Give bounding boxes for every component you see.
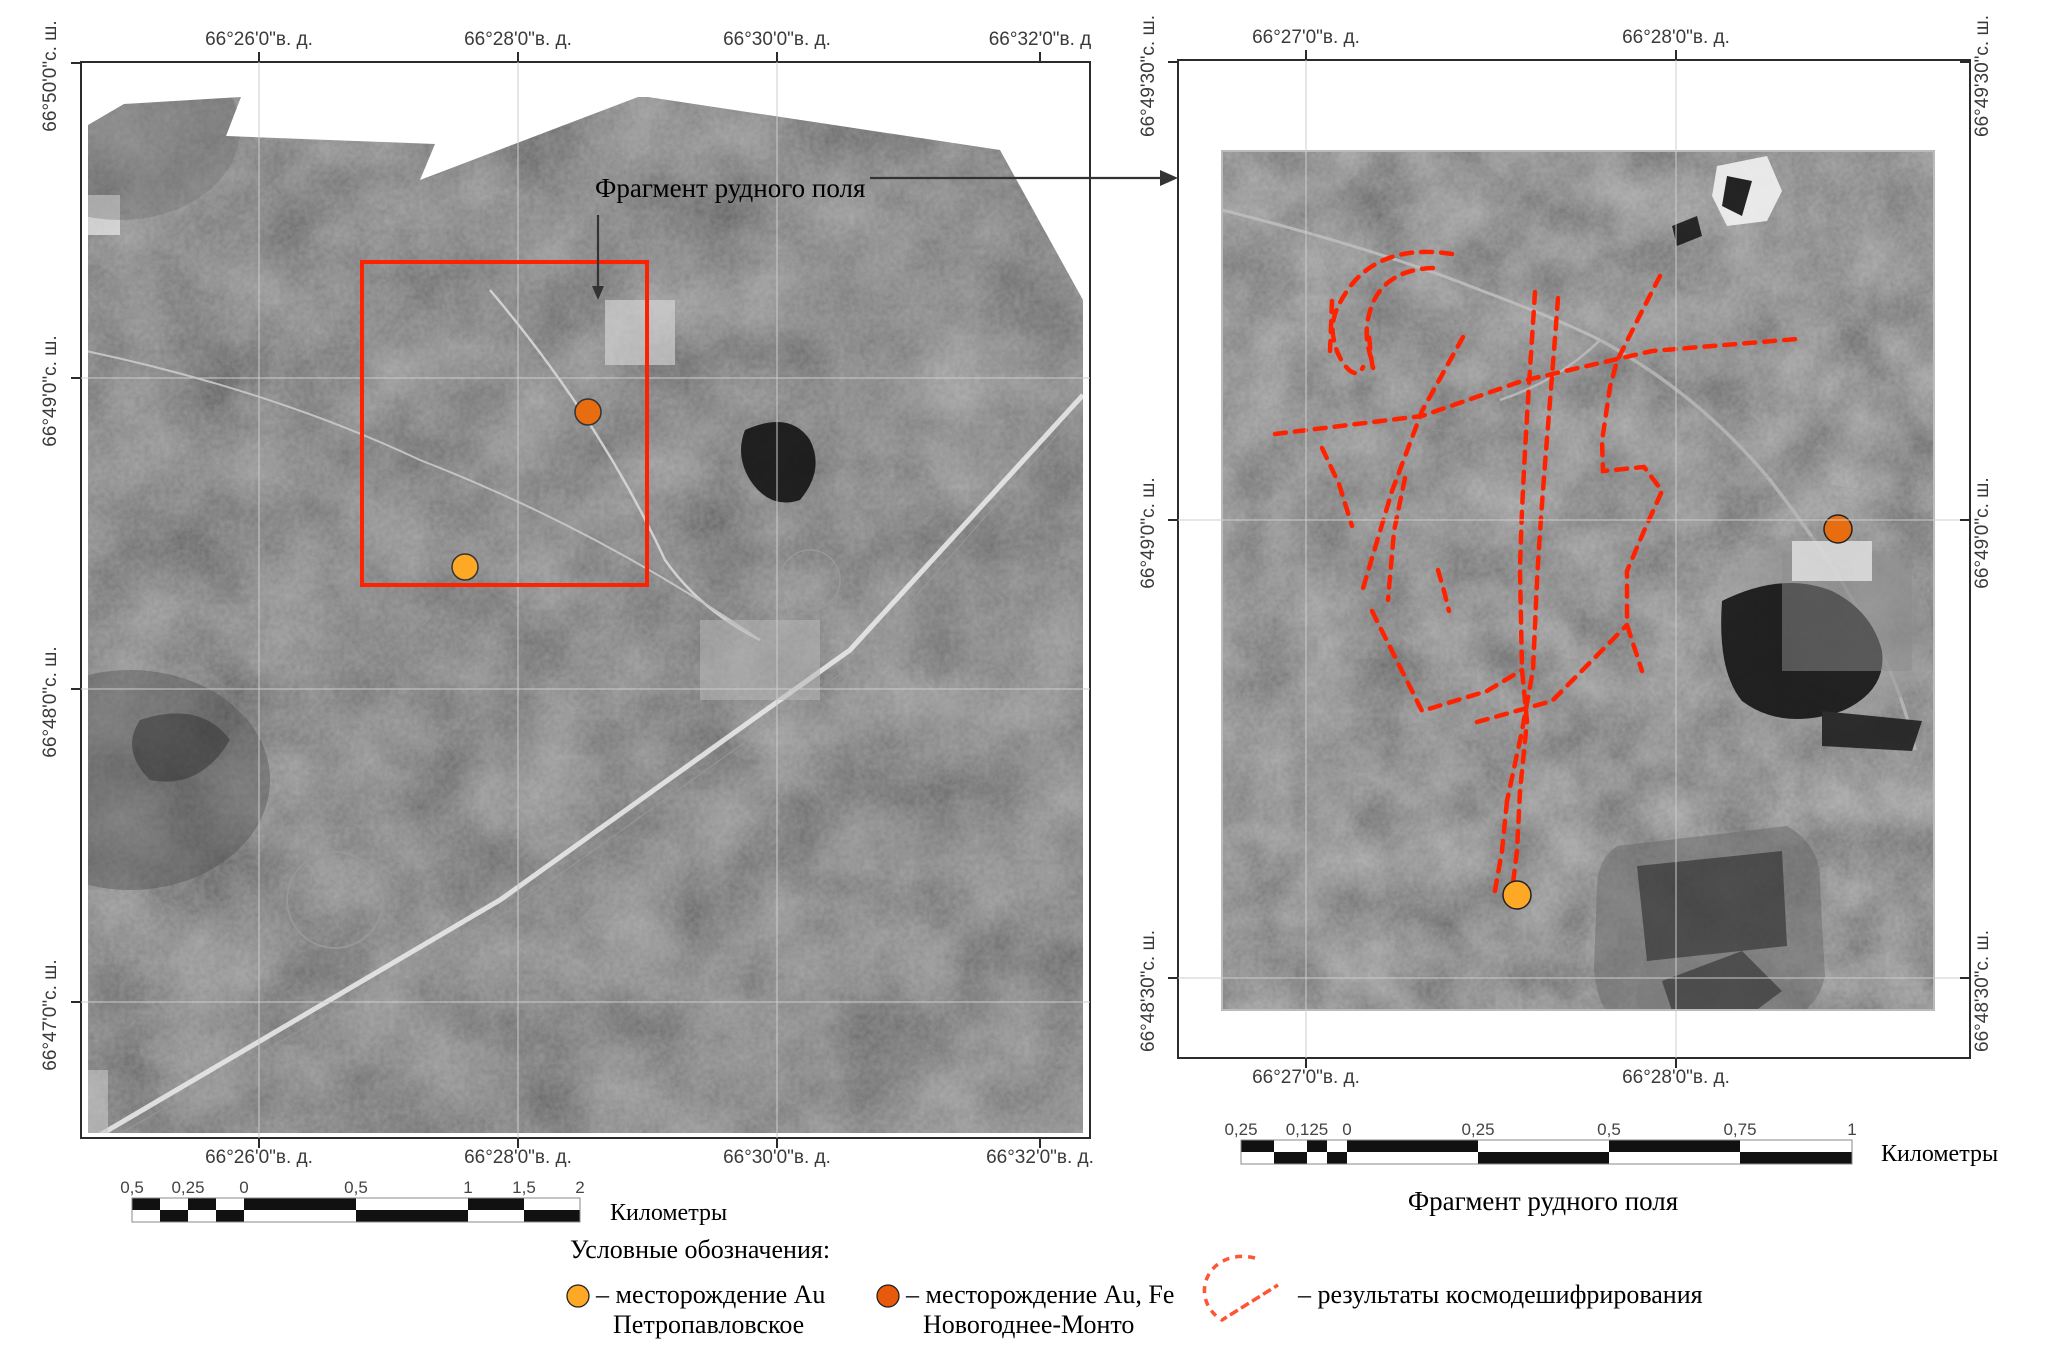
svg-text:Фрагмент рудного поля: Фрагмент рудного поля xyxy=(595,173,865,203)
svg-text:1: 1 xyxy=(1847,1120,1856,1139)
svg-text:66°49'0"с. ш.: 66°49'0"с. ш. xyxy=(40,335,61,446)
svg-text:0,125: 0,125 xyxy=(1286,1120,1329,1139)
svg-text:0,5: 0,5 xyxy=(344,1178,368,1197)
svg-text:– месторождение Au, Fe: – месторождение Au, Fe xyxy=(905,1280,1174,1309)
svg-text:66°48'30"с. ш.: 66°48'30"с. ш. xyxy=(1138,930,1159,1052)
svg-text:66°47'0"с. ш.: 66°47'0"с. ш. xyxy=(40,959,61,1070)
svg-text:66°30'0"в. д.: 66°30'0"в. д. xyxy=(723,1147,831,1168)
svg-text:66°32'0"в. д.: 66°32'0"в. д. xyxy=(986,1147,1094,1168)
svg-text:0: 0 xyxy=(1342,1120,1351,1139)
svg-text:Новогоднее-Монто: Новогоднее-Монто xyxy=(923,1310,1134,1339)
svg-text:66°27'0"в. д.: 66°27'0"в. д. xyxy=(1252,27,1360,48)
svg-text:– результаты космодешифрирован: – результаты космодешифрирования xyxy=(1297,1280,1703,1309)
svg-text:Петропавловское: Петропавловское xyxy=(613,1310,804,1339)
svg-text:66°28'0"в. д.: 66°28'0"в. д. xyxy=(464,1147,572,1168)
svg-text:66°28'0"в. д.: 66°28'0"в. д. xyxy=(1622,1067,1730,1088)
svg-text:0,25: 0,25 xyxy=(1461,1120,1494,1139)
svg-text:0,25: 0,25 xyxy=(1224,1120,1257,1139)
svg-text:0,25: 0,25 xyxy=(171,1178,204,1197)
svg-text:66°49'30"с. ш.: 66°49'30"с. ш. xyxy=(1972,15,1993,137)
svg-text:66°48'30"с. ш.: 66°48'30"с. ш. xyxy=(1972,930,1993,1052)
svg-text:66°26'0"в. д.: 66°26'0"в. д. xyxy=(205,29,313,50)
svg-text:66°28'0"в. д.: 66°28'0"в. д. xyxy=(1622,27,1730,48)
svg-text:66°49'0"с. ш.: 66°49'0"с. ш. xyxy=(1972,477,1993,588)
svg-text:0,75: 0,75 xyxy=(1723,1120,1756,1139)
svg-text:66°50'0"с. ш.: 66°50'0"с. ш. xyxy=(40,20,61,131)
svg-text:66°48'0"с. ш.: 66°48'0"с. ш. xyxy=(40,646,61,757)
svg-text:Фрагмент рудного поля: Фрагмент рудного поля xyxy=(1408,1186,1678,1216)
svg-text:Условные обозначения:: Условные обозначения: xyxy=(570,1235,830,1264)
svg-text:1,5: 1,5 xyxy=(512,1178,536,1197)
svg-text:66°30'0"в. д.: 66°30'0"в. д. xyxy=(723,29,831,50)
svg-text:66°32'0"в. д: 66°32'0"в. д xyxy=(989,29,1092,50)
svg-text:1: 1 xyxy=(463,1178,472,1197)
svg-text:Километры: Километры xyxy=(1881,1141,1998,1167)
svg-text:66°27'0"в. д.: 66°27'0"в. д. xyxy=(1252,1067,1360,1088)
svg-text:0: 0 xyxy=(239,1178,248,1197)
svg-text:Километры: Километры xyxy=(610,1200,727,1226)
svg-text:66°28'0"в. д.: 66°28'0"в. д. xyxy=(464,29,572,50)
svg-text:– месторождение Au: – месторождение Au xyxy=(595,1280,825,1309)
svg-text:0,5: 0,5 xyxy=(1597,1120,1621,1139)
svg-text:2: 2 xyxy=(575,1178,584,1197)
svg-text:66°49'0"с. ш.: 66°49'0"с. ш. xyxy=(1138,477,1159,588)
svg-text:0,5: 0,5 xyxy=(120,1178,144,1197)
svg-text:66°49'30"с. ш.: 66°49'30"с. ш. xyxy=(1138,15,1159,137)
svg-text:66°26'0"в. д.: 66°26'0"в. д. xyxy=(205,1147,313,1168)
